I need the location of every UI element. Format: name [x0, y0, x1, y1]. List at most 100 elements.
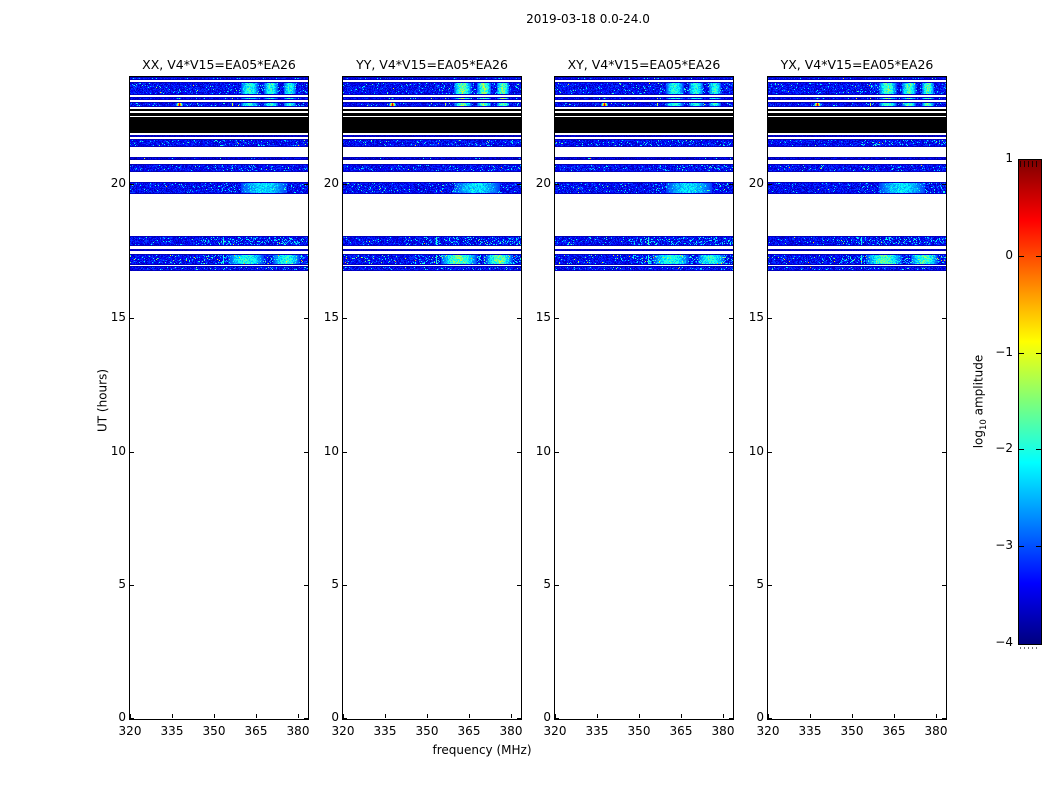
- y-tick-mark: [729, 452, 733, 453]
- x-tick-label: 320: [331, 724, 355, 738]
- y-tick-label: 0: [118, 710, 126, 724]
- y-tick-mark: [555, 718, 559, 719]
- y-tick-mark: [942, 585, 946, 586]
- x-tick-label: 320: [118, 724, 142, 738]
- y-tick-label: 10: [748, 444, 764, 458]
- y-tick-mark: [768, 452, 772, 453]
- colorbar-tick-label: −1: [995, 345, 1013, 359]
- y-tick-mark: [304, 184, 308, 185]
- x-tick-label: 380: [286, 724, 310, 738]
- panel-title-XX: XX, V4*V15=EA05*EA26: [142, 57, 296, 72]
- y-tick-label: 10: [535, 444, 551, 458]
- y-tick-mark: [343, 585, 347, 586]
- x-tick-mark: [936, 714, 937, 718]
- y-tick-mark: [942, 718, 946, 719]
- x-tick-label: 350: [415, 724, 439, 738]
- y-axis-label: UT (hours): [95, 368, 110, 433]
- colorbar-tick-label: 0: [1005, 248, 1013, 262]
- x-tick-label: 365: [457, 724, 481, 738]
- x-tick-mark: [511, 714, 512, 718]
- y-tick-mark: [343, 318, 347, 319]
- y-tick-mark: [304, 585, 308, 586]
- x-tick-label: 380: [711, 724, 735, 738]
- y-tick-label: 10: [323, 444, 339, 458]
- y-tick-mark: [555, 452, 559, 453]
- y-tick-mark: [130, 184, 134, 185]
- colorbar-tick-mark: [1036, 353, 1041, 354]
- panel-canvas-XY: [555, 77, 733, 719]
- panel-YX: [767, 76, 947, 720]
- x-tick-label: 365: [669, 724, 693, 738]
- x-tick-mark: [768, 714, 769, 718]
- x-tick-mark: [639, 714, 640, 718]
- x-tick-mark: [256, 714, 257, 718]
- y-tick-mark: [517, 718, 521, 719]
- x-tick-label: 380: [499, 724, 523, 738]
- y-tick-label: 20: [748, 176, 764, 190]
- colorbar-gradient: [1018, 159, 1042, 645]
- y-tick-mark: [555, 184, 559, 185]
- y-tick-mark: [729, 585, 733, 586]
- panel-XY: [554, 76, 734, 720]
- figure-title: 2019-03-18 0.0-24.0: [526, 12, 650, 26]
- x-tick-label: 350: [627, 724, 651, 738]
- colorbar-tick-label: −3: [995, 538, 1013, 552]
- colorbar-tick-mark: [1019, 353, 1024, 354]
- x-tick-label: 380: [924, 724, 948, 738]
- x-tick-mark: [810, 714, 811, 718]
- y-tick-label: 10: [110, 444, 126, 458]
- y-tick-mark: [517, 452, 521, 453]
- y-tick-label: 5: [756, 577, 764, 591]
- x-tick-label: 365: [244, 724, 268, 738]
- y-tick-label: 5: [331, 577, 339, 591]
- x-tick-mark: [343, 714, 344, 718]
- x-tick-mark: [894, 714, 895, 718]
- y-tick-mark: [768, 585, 772, 586]
- y-tick-label: 15: [110, 310, 126, 324]
- colorbar-tick-label: −2: [995, 441, 1013, 455]
- y-tick-mark: [942, 184, 946, 185]
- y-tick-label: 20: [110, 176, 126, 190]
- panel-XX: [129, 76, 309, 720]
- panel-title-YY: YY, V4*V15=EA05*EA26: [356, 57, 508, 72]
- y-tick-label: 5: [118, 577, 126, 591]
- x-tick-mark: [298, 714, 299, 718]
- y-tick-mark: [343, 718, 347, 719]
- x-tick-mark: [597, 714, 598, 718]
- x-tick-label: 335: [585, 724, 609, 738]
- y-tick-mark: [517, 318, 521, 319]
- x-tick-label: 365: [882, 724, 906, 738]
- panel-title-XY: XY, V4*V15=EA05*EA26: [567, 57, 721, 72]
- x-axis-label: frequency (MHz): [432, 743, 532, 757]
- y-tick-label: 15: [323, 310, 339, 324]
- colorbar-tick-mark: [1036, 546, 1041, 547]
- y-tick-mark: [130, 718, 134, 719]
- y-tick-mark: [304, 452, 308, 453]
- x-tick-label: 335: [798, 724, 822, 738]
- panel-canvas-YY: [343, 77, 521, 719]
- x-tick-label: 335: [160, 724, 184, 738]
- colorbar-tick-mark: [1019, 449, 1024, 450]
- y-tick-mark: [768, 318, 772, 319]
- x-tick-mark: [172, 714, 173, 718]
- colorbar-tick-label: −4: [995, 635, 1013, 649]
- x-tick-mark: [555, 714, 556, 718]
- y-tick-mark: [555, 585, 559, 586]
- y-tick-mark: [729, 318, 733, 319]
- y-tick-mark: [768, 718, 772, 719]
- y-tick-mark: [130, 318, 134, 319]
- colorbar-bottom-dots: [1020, 647, 1040, 649]
- x-tick-label: 350: [202, 724, 226, 738]
- panel-canvas-XX: [130, 77, 308, 719]
- x-tick-label: 335: [373, 724, 397, 738]
- y-tick-label: 20: [323, 176, 339, 190]
- panel-canvas-YX: [768, 77, 946, 719]
- y-tick-label: 0: [331, 710, 339, 724]
- y-tick-mark: [130, 452, 134, 453]
- x-tick-mark: [214, 714, 215, 718]
- y-tick-mark: [343, 184, 347, 185]
- colorbar-tick-mark: [1036, 256, 1041, 257]
- x-tick-mark: [130, 714, 131, 718]
- y-tick-mark: [729, 718, 733, 719]
